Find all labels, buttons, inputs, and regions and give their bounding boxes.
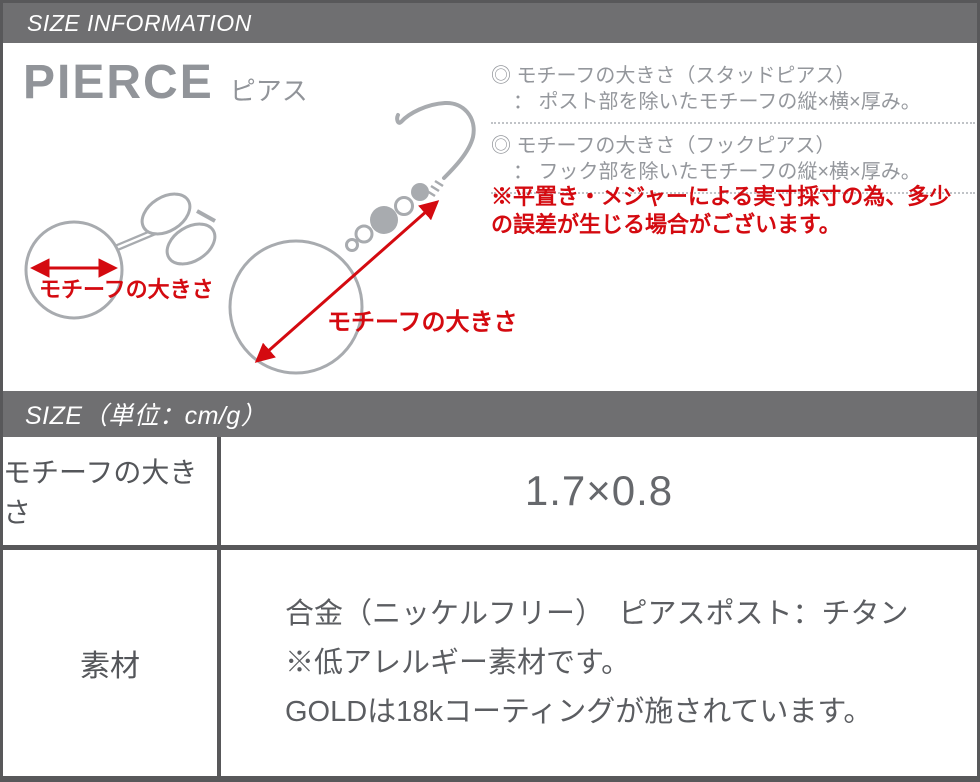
- material-line-1: 合金（ニッケルフリー） ピアスポスト：チタン: [285, 597, 909, 630]
- hook-motif-circle: [228, 239, 364, 375]
- disclaimer-line-2: の誤差が生じる場合がございます。: [491, 212, 841, 237]
- table-row-material: 素材 合金（ニッケルフリー） ピアスポスト：チタン ※低アレルギー素材です。 G…: [3, 550, 977, 776]
- disclaimer-line-1: ※平置き・メジャーによる実寸採寸の為、多少: [491, 184, 952, 209]
- size-row-label: モチーフの大きさ: [3, 437, 221, 545]
- stud-motif-circle: [24, 220, 124, 320]
- stud-measure-label: モチーフの大きさ: [39, 277, 214, 302]
- material-lines: 合金（ニッケルフリー） ピアスポスト：チタン ※低アレルギー素材です。 GOLD…: [285, 590, 909, 737]
- hook-measure-arrow: [254, 200, 440, 363]
- size-bar: SIZE（単位：cm/g）: [3, 391, 977, 437]
- earring-diagram: モチーフの大きさ モチーフ: [24, 101, 518, 375]
- measure-info-list: ◎ モチーフの大きさ（スタッドピアス） ： ポスト部を除いたモチーフの縦×横×厚…: [491, 63, 975, 203]
- size-row-value-cell: 1.7×0.8: [221, 437, 977, 545]
- material-line-2: ※低アレルギー素材です。: [285, 646, 631, 679]
- hook-measure-label: モチーフの大きさ: [327, 309, 518, 336]
- material-row-value-cell: 合金（ニッケルフリー） ピアスポスト：チタン ※低アレルギー素材です。 GOLD…: [221, 550, 977, 776]
- measure-info-detail: ： フック部を除いたモチーフの縦×横×厚み。: [513, 161, 921, 183]
- stud-earring-drawing: [24, 192, 217, 320]
- product-title-ja: ピアス: [229, 76, 308, 106]
- header-bar: SIZE INFORMATION: [3, 3, 977, 43]
- table-row-divider: [3, 545, 977, 550]
- measure-info-heading: ◎ モチーフの大きさ（フックピアス）: [491, 135, 836, 157]
- table-row-size: モチーフの大きさ 1.7×0.8: [3, 437, 977, 545]
- measurement-disclaimer: ※平置き・メジャーによる実寸採寸の為、多少 の誤差が生じる場合がございます。: [491, 183, 973, 239]
- measure-info-heading: ◎ モチーフの大きさ（スタッドピアス）: [491, 65, 856, 87]
- measure-info-item-stud: ◎ モチーフの大きさ（スタッドピアス） ： ポスト部を除いたモチーフの縦×横×厚…: [491, 63, 975, 124]
- measure-info-detail: ： ポスト部を除いたモチーフの縦×横×厚み。: [513, 91, 921, 113]
- product-title: PIERCE ピアス: [23, 59, 308, 107]
- header-title: SIZE INFORMATION: [27, 9, 252, 36]
- butterfly-clasp-icon: [140, 192, 217, 266]
- size-bar-title: SIZE（単位：cm/g）: [25, 402, 267, 430]
- material-row-label: 素材: [3, 550, 221, 776]
- measure-info-item-hook: ◎ モチーフの大きさ（フックピアス） ： フック部を除いたモチーフの縦×横×厚み…: [491, 133, 975, 194]
- hook-wire: [395, 101, 476, 180]
- size-row-value: 1.7×0.8: [524, 467, 674, 514]
- table-bottom-border: [3, 776, 977, 782]
- illustration-section: PIERCE ピアス モチーフの大きさ: [3, 43, 977, 391]
- material-line-3: GOLDは18kコーティングが施されています。: [285, 695, 873, 728]
- product-title-en: PIERCE: [23, 56, 214, 109]
